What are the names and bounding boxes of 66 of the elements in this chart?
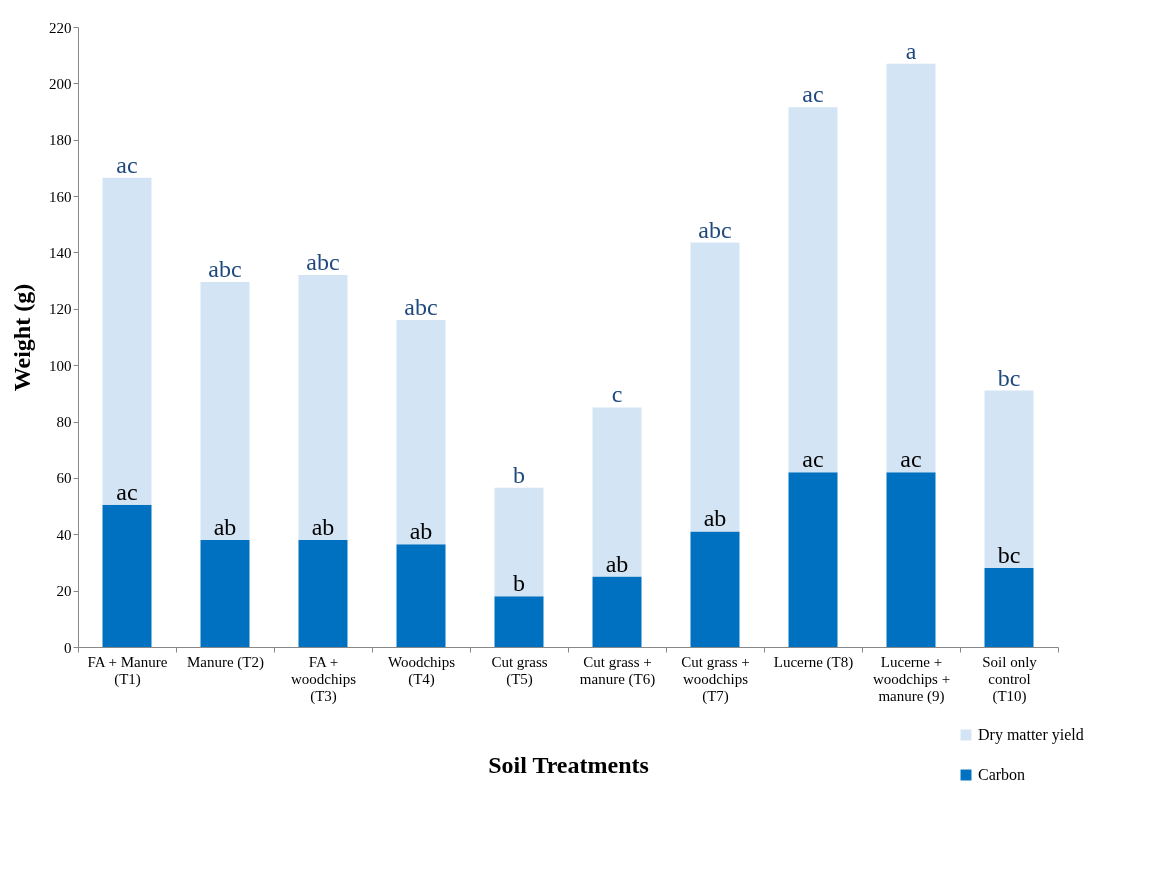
bar — [102, 504, 152, 647]
x-tick-label: Cut grass (T5) — [491, 653, 548, 688]
annotation: abc — [698, 216, 732, 243]
x-tick-label: Woodchips (T4) — [387, 653, 456, 688]
legend-label: Carbon — [978, 766, 1026, 783]
annotation: bc — [997, 542, 1021, 569]
annotation: c — [611, 381, 623, 408]
bar — [788, 472, 838, 647]
y-tick-label: 80 — [56, 414, 72, 431]
annotation: a — [905, 37, 917, 64]
bar — [200, 282, 250, 540]
annotation: ac — [116, 151, 138, 178]
bar — [396, 544, 446, 647]
y-tick-label: 60 — [56, 470, 72, 487]
y-tick-label: 220 — [49, 19, 72, 36]
y-tick-label: 180 — [49, 132, 72, 149]
annotation: ab — [605, 550, 629, 577]
bar — [984, 390, 1034, 569]
y-tick-label: 160 — [49, 188, 72, 205]
annotation: ab — [311, 513, 335, 540]
bar — [298, 539, 348, 647]
annotation: ab — [409, 518, 433, 545]
bar — [690, 242, 740, 532]
bar — [102, 177, 152, 505]
y-tick-label: 120 — [49, 301, 72, 318]
bar — [396, 320, 446, 545]
annotation: abc — [208, 256, 242, 283]
y-tick-label: 0 — [64, 639, 72, 656]
annotation: abc — [306, 249, 340, 275]
annotation: ab — [703, 505, 727, 532]
annotation: ac — [116, 478, 138, 505]
annotation: abc — [404, 294, 438, 321]
bar — [592, 407, 642, 577]
y-tick-label: 40 — [56, 526, 72, 543]
bar — [886, 63, 936, 473]
x-tick-label: Cut grass + woodchips (T7) — [681, 653, 750, 705]
annotation: b — [513, 461, 525, 488]
x-tick-label: Manure (T2) — [186, 653, 265, 671]
bar — [886, 472, 936, 647]
y-axis-title: Weight (g) — [9, 283, 35, 392]
legend-label: Dry matter yield — [978, 726, 1084, 744]
bar — [494, 487, 544, 597]
annotation: ac — [802, 81, 824, 108]
bar — [788, 107, 838, 473]
annotation: ab — [213, 513, 237, 540]
y-tick-label: 140 — [49, 244, 72, 261]
x-tick-label: FA + Manure (T1) — [87, 653, 168, 688]
x-tick-label: Lucerne (T8) — [773, 653, 854, 671]
x-tick-label: Lucerne + woodchips + manure (9) — [872, 653, 951, 705]
bar — [592, 576, 642, 647]
bar — [298, 275, 348, 540]
annotation: bc — [997, 364, 1021, 391]
bar — [494, 596, 544, 647]
x-tick-label: FA + woodchips (T3) — [291, 653, 357, 705]
x-tick-label: Soil only control (T10) — [982, 653, 1038, 705]
annotation: ac — [900, 446, 922, 473]
bar — [690, 531, 740, 647]
annotation: b — [513, 570, 525, 597]
y-tick-label: 100 — [49, 357, 72, 374]
annotation: ac — [802, 446, 824, 473]
bar — [200, 539, 250, 647]
y-tick-label: 20 — [56, 583, 72, 600]
bar — [984, 568, 1034, 647]
y-tick-label: 200 — [49, 75, 72, 92]
x-axis-title: Soil Treatments — [488, 751, 649, 778]
x-tick-label: Cut grass + manure (T6) — [579, 653, 656, 688]
